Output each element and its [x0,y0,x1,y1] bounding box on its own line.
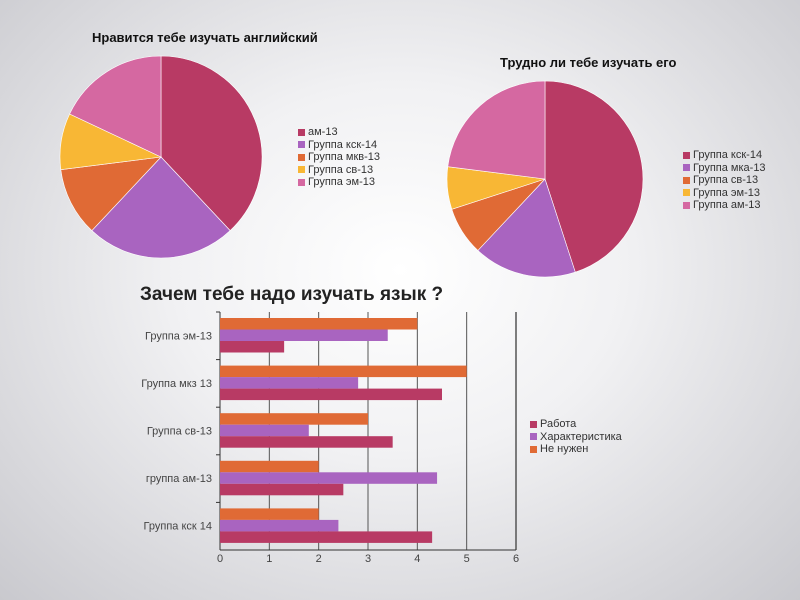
legend-item: Группа эм-13 [683,187,766,200]
x-tick-label: 3 [365,553,371,565]
bar [220,318,418,330]
legend-item: Группа мкв-13 [298,151,380,164]
x-tick-label: 1 [266,553,272,565]
legend-label: ам-13 [308,126,338,138]
legend-swatch [683,201,690,209]
legend-item: Группа мка-13 [683,162,766,175]
pie2-title: Трудно ли тебе изучать его [500,55,677,70]
bar [220,531,433,543]
bar [220,424,309,437]
legend-label: Группа св-13 [693,174,759,186]
x-tick-label: 4 [414,553,420,565]
legend-item: Группа кск-14 [683,149,766,162]
bar [220,365,467,378]
legend-label: Характеристика [540,430,622,443]
pie-slice [91,156,231,259]
legend-item: Характеристика [530,431,622,444]
legend-label: Группа мкв-13 [308,151,381,163]
pie-slice [69,55,162,158]
bar [220,483,344,496]
legend-item: Группа ам-13 [683,199,766,212]
legend-swatch [683,151,690,159]
bar [220,519,339,532]
pie-slice [477,178,576,278]
legend-swatch [298,128,305,136]
bar [220,388,442,401]
legend-swatch [298,166,305,174]
legend-label: Работа [540,418,577,430]
legend-label: Группа мка-13 [693,161,766,174]
legend-swatch [530,420,537,428]
x-tick-label: 2 [316,553,322,565]
category-label: Группа кск 14 [144,521,212,533]
legend-item: Группа св-13 [683,174,766,187]
legend-swatch [683,176,690,184]
legend-item: Группа эм-13 [298,176,380,189]
legend-label: Группа кск-14 [693,149,763,161]
legend-label: Не нужен [540,443,589,455]
legend-swatch [683,189,690,197]
legend-swatch [298,153,305,161]
bar [220,413,368,425]
pie-slice [60,156,162,232]
legend-label: Группа кск-14 [308,138,378,151]
legend-label: Группа эм-13 [693,186,760,199]
category-label: Группа мкз 13 [141,378,212,390]
legend-item: Работа [530,418,622,431]
pie2-legend: Группа кск-14 Группа мка-13 Группа св-13 Гр… [683,149,766,212]
x-tick-label: 0 [217,553,223,565]
bar [220,436,393,448]
legend-label: Группа ам-13 [693,199,761,211]
bar [220,341,285,353]
pie-slice [447,80,546,180]
bar [220,472,438,484]
legend-label: Группа св-13 [308,163,374,176]
pie1-title: Нравится тебе изучать английский [92,30,318,45]
legend-item: ам-13 [298,126,380,139]
pie-slice [544,80,644,273]
legend-swatch [530,433,537,441]
bar-title: Зачем тебе надо изучать язык ? [140,284,444,305]
legend-swatch [298,141,305,149]
category-label: группа ам-13 [146,473,212,485]
x-tick-label: 6 [513,553,519,565]
legend-label: Группа эм-13 [308,176,375,188]
legend-item: Группа кск-14 [298,139,380,152]
legend-item: Не нужен [530,443,622,456]
legend-item: Группа св-13 [298,164,380,177]
bar [220,329,388,341]
pie-slice [160,55,263,232]
legend-swatch [530,445,537,453]
category-label: Группа св-13 [147,425,212,437]
x-tick-label: 5 [464,553,470,565]
category-label: Группа эм-13 [145,330,212,342]
bar [220,508,319,520]
bar [220,377,359,389]
pie1-legend: ам-13 Группа кск-14 Группа мкв-13 Группа св… [298,126,380,189]
bar-legend: Работа Характеристика Не нужен [530,418,622,456]
bar [220,460,319,473]
legend-swatch [298,178,305,186]
legend-swatch [683,164,690,172]
